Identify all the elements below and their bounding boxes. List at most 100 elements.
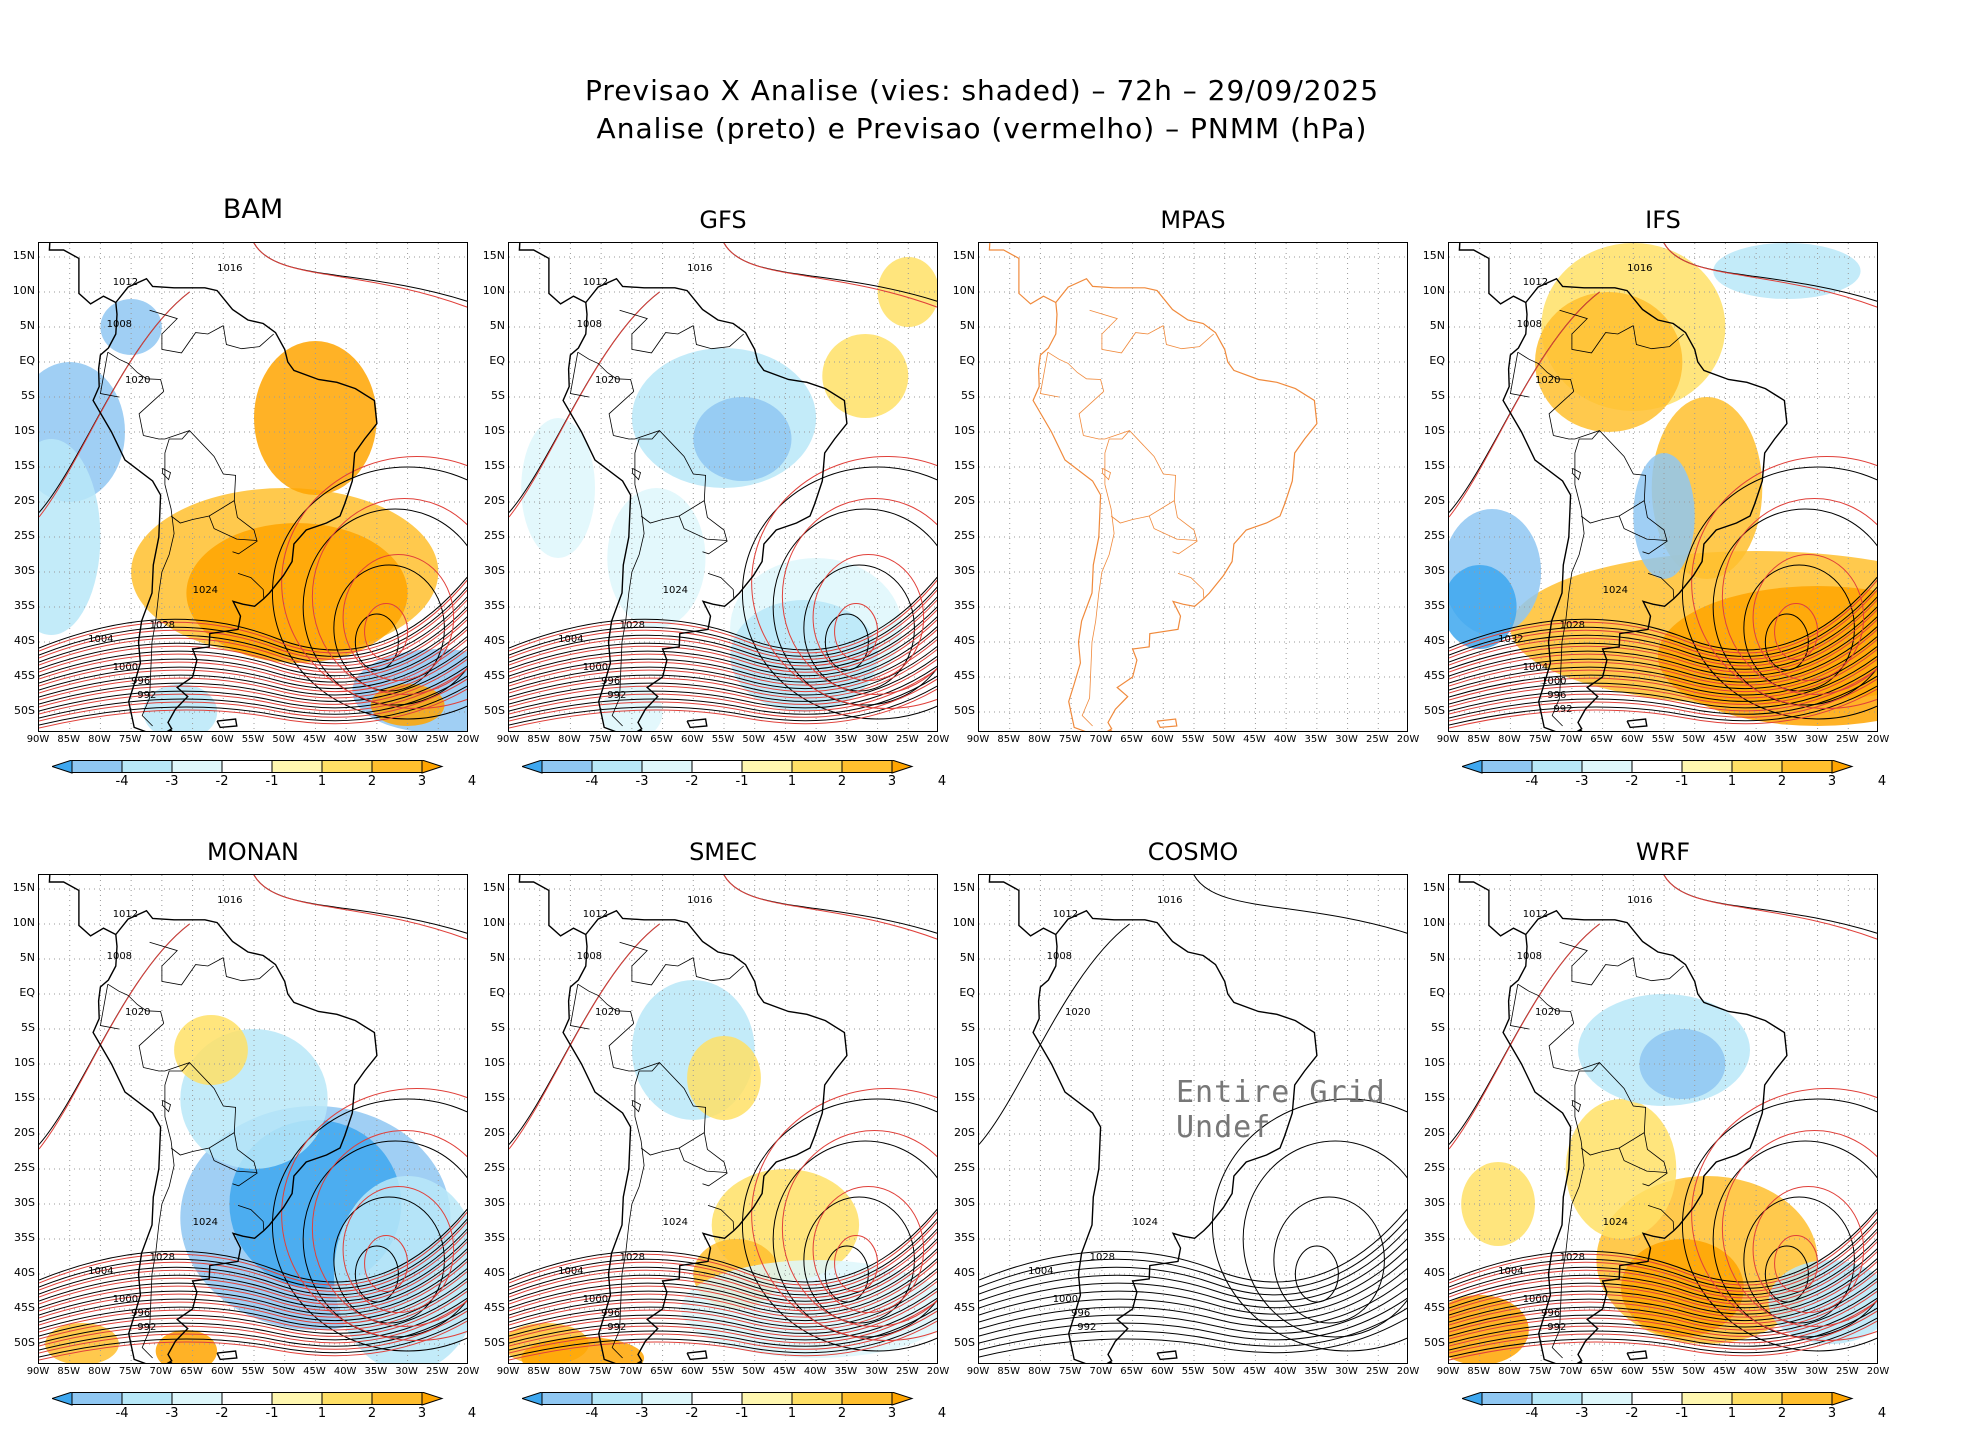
- colorbar-monan: [52, 1392, 444, 1406]
- figure-title-line2: Analise (preto) e Previsao (vermelho) – …: [596, 112, 1368, 145]
- lon-tick-label: 20W: [1396, 1366, 1420, 1377]
- lat-tick-label: EQ: [959, 354, 975, 367]
- lon-tick-label: 75W: [118, 734, 142, 745]
- coastline: [48, 875, 378, 1363]
- lon-tick-label: 50W: [272, 734, 296, 745]
- colorbar-tick-label: 1: [787, 1406, 797, 1421]
- contour-label: 1028: [150, 620, 175, 631]
- contour-label: 1008: [1047, 951, 1072, 962]
- colorbar-tick-label: -4: [585, 774, 599, 789]
- contour-label: 1028: [1560, 620, 1585, 631]
- lat-tick-label: 10S: [484, 424, 505, 437]
- lon-tick-label: 90W: [1436, 734, 1460, 745]
- contour-label: 996: [1541, 1308, 1560, 1319]
- contour-label: 992: [607, 1322, 626, 1333]
- lon-tick-label: 90W: [26, 734, 50, 745]
- colorbar-tick-label: 1: [787, 774, 797, 789]
- map-panel-gfs: 1016 1012 1008 1020 1024 1028 1004 1000 996 992: [508, 242, 938, 732]
- colorbar-tick-label: -1: [265, 774, 279, 789]
- contour-label: 1008: [107, 319, 132, 330]
- coastline: [1458, 243, 1788, 731]
- contour-label: 1012: [113, 277, 138, 288]
- lat-tick-label: 30S: [954, 564, 975, 577]
- lat-tick-label: 10N: [482, 916, 505, 929]
- lat-tick-label: 10N: [1422, 284, 1445, 297]
- lat-tick-label: 15S: [954, 459, 975, 472]
- contour-label: 996: [131, 1308, 150, 1319]
- lat-tick-label: 50S: [484, 1336, 505, 1349]
- colorbar-tick-label: -4: [115, 774, 129, 789]
- contour-label: 1028: [1560, 1252, 1585, 1263]
- contour-label: 996: [601, 676, 620, 687]
- lat-tick-label: 10N: [1422, 916, 1445, 929]
- colorbar-tick-label: 4: [467, 1406, 477, 1421]
- lon-tick-label: 35W: [364, 734, 388, 745]
- lat-tick-label: 45S: [1424, 1301, 1445, 1314]
- contour-label: 1012: [113, 909, 138, 920]
- lat-tick-label: 10S: [14, 1056, 35, 1069]
- contour-label: 1028: [620, 620, 645, 631]
- pressure-contours: [1449, 875, 1877, 1361]
- lon-tick-label: 70W: [1559, 734, 1583, 745]
- contour-label: 1004: [88, 634, 113, 645]
- coastline: [48, 243, 378, 731]
- colorbar-tick-label: -3: [1575, 1406, 1589, 1421]
- colorbar-tick-label: -3: [165, 774, 179, 789]
- lon-tick-label: 65W: [1120, 734, 1143, 745]
- lon-tick-label: 30W: [395, 1366, 418, 1377]
- lon-tick-label: 75W: [1528, 1366, 1552, 1377]
- contour-label: 1016: [687, 895, 712, 906]
- lat-tick-label: 25S: [14, 529, 35, 542]
- coastline: [518, 875, 848, 1363]
- lat-tick-label: 15S: [954, 1091, 975, 1104]
- lat-tick-label: 15S: [14, 459, 35, 472]
- lon-tick-label: 20W: [1396, 734, 1420, 745]
- contour-label: 1020: [125, 375, 150, 386]
- panel-title-mpas: MPAS: [1160, 206, 1226, 234]
- country-borders: [1509, 309, 1684, 727]
- lon-tick-label: 65W: [1120, 1366, 1143, 1377]
- lat-tick-label: 5N: [19, 319, 35, 332]
- lon-tick-label: 40W: [1273, 734, 1297, 745]
- colorbar-tick-label: 4: [467, 774, 477, 789]
- lon-tick-label: 85W: [997, 1366, 1021, 1377]
- lon-tick-label: 55W: [1181, 734, 1205, 745]
- lon-tick-label: 35W: [834, 1366, 858, 1377]
- lat-tick-label: 25S: [484, 529, 505, 542]
- contour-label: 1028: [620, 1252, 645, 1263]
- lon-tick-label: 50W: [1212, 1366, 1236, 1377]
- contour-label: 1008: [1517, 319, 1542, 330]
- contour-label: 1000: [1523, 1294, 1548, 1305]
- lon-tick-label: 45W: [303, 734, 326, 745]
- map-canvas-wrf: 1016 1012 1008 1020 1024 1028 1004 1000 996 992: [1449, 875, 1877, 1363]
- map-gridlines: [1449, 243, 1877, 731]
- lat-tick-label: 15S: [1424, 459, 1445, 472]
- contour-label: 992: [137, 690, 156, 701]
- lat-tick-label: EQ: [1429, 354, 1445, 367]
- map-canvas-ifs: 1016 1012 1008 1020 1024 1028 1032 1004 1000 996 9…: [1449, 243, 1877, 731]
- bias-shading: [1449, 994, 1877, 1363]
- lon-tick-label: 75W: [1528, 734, 1552, 745]
- panel-title-monan: MONAN: [207, 838, 299, 866]
- lat-tick-label: 10S: [1424, 1056, 1445, 1069]
- lat-tick-label: 40S: [954, 634, 975, 647]
- map-panel-mpas: [978, 242, 1408, 732]
- colorbar-tick-label: -4: [1525, 774, 1539, 789]
- lat-tick-label: 45S: [14, 669, 35, 682]
- contour-label: 1004: [1028, 1266, 1053, 1277]
- map-canvas-cosmo: 1016 1012 1008 1020 1024 1028 1004 1000 996 992: [979, 875, 1407, 1363]
- lat-tick-label: 5N: [959, 951, 975, 964]
- lon-tick-label: 60W: [1620, 1366, 1644, 1377]
- colorbar-bam: [52, 760, 444, 774]
- lon-tick-label: 40W: [1273, 1366, 1297, 1377]
- contour-label: 1000: [583, 1294, 608, 1305]
- lat-tick-label: EQ: [19, 986, 35, 999]
- lon-tick-label: 75W: [118, 1366, 142, 1377]
- lat-tick-label: 30S: [484, 564, 505, 577]
- contour-label: 1012: [583, 277, 608, 288]
- lon-tick-label: 50W: [742, 734, 766, 745]
- colorbar-tick-label: 3: [417, 774, 427, 789]
- lon-tick-label: 40W: [1743, 1366, 1767, 1377]
- lat-tick-label: 45S: [484, 1301, 505, 1314]
- lon-tick-label: 75W: [588, 1366, 612, 1377]
